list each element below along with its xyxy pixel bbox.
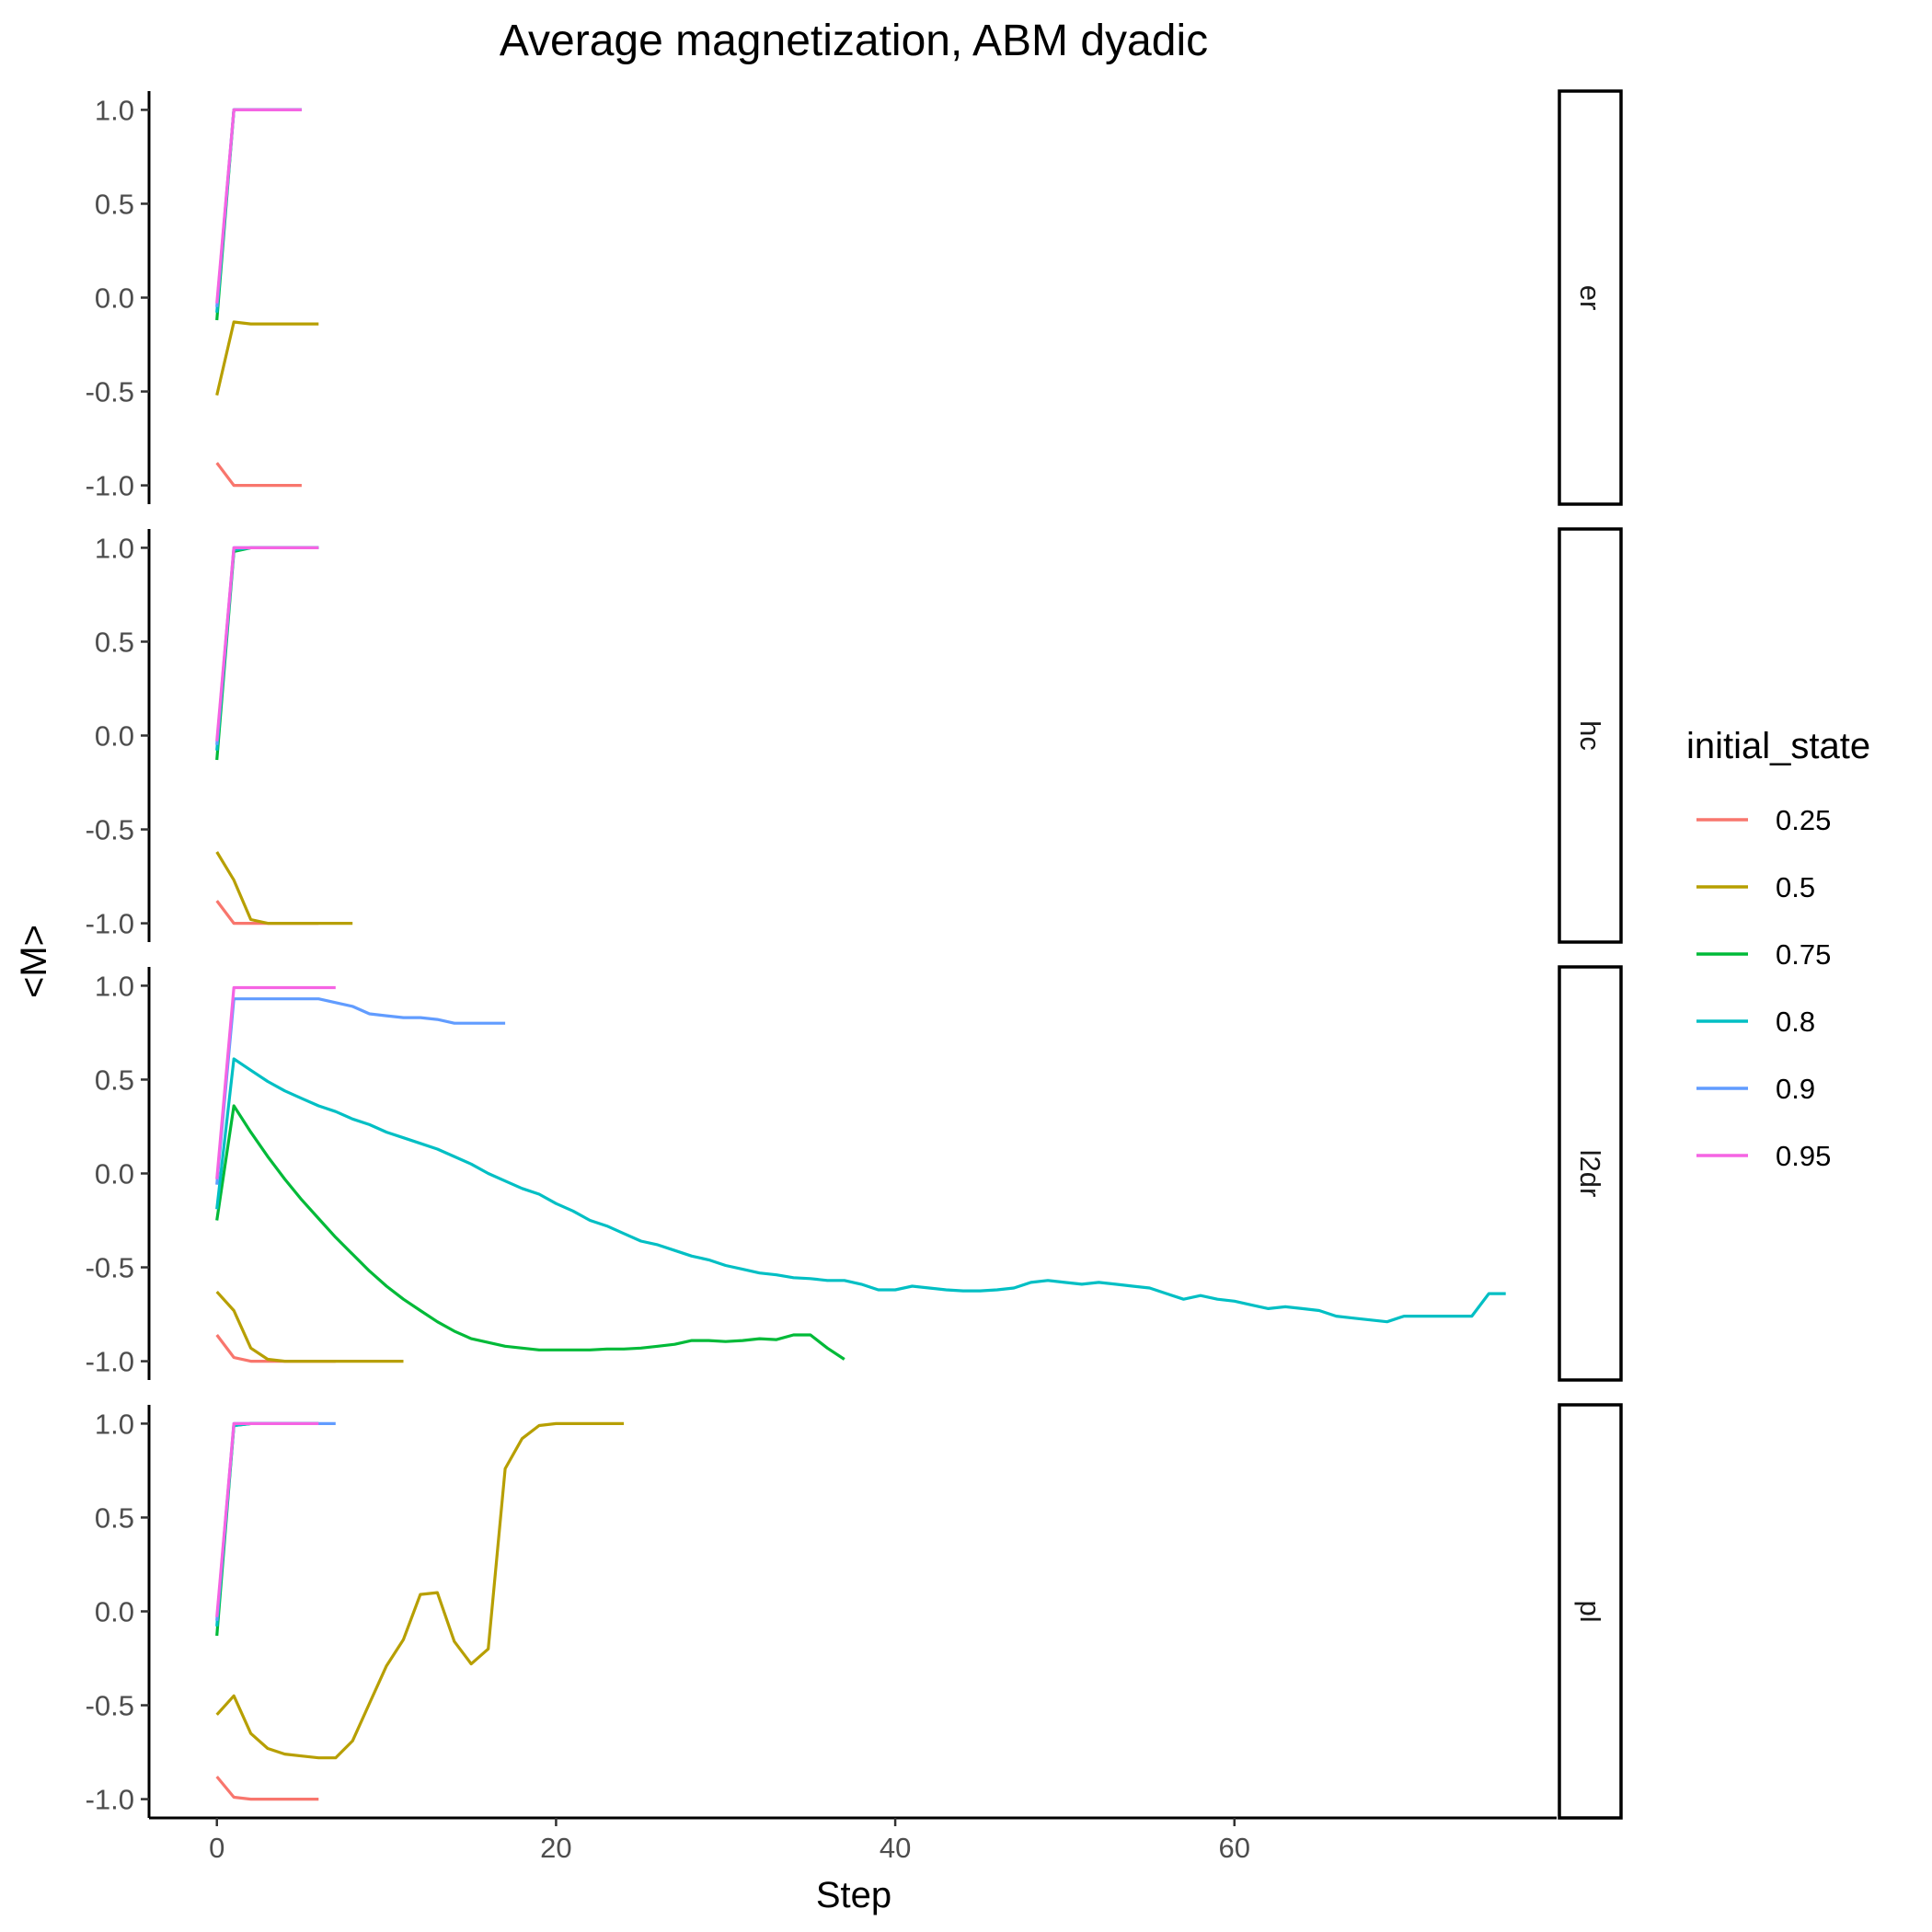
legend-label: 0.5 <box>1776 871 1815 903</box>
y-tick-label: 0.5 <box>95 1501 134 1534</box>
panels-group: 1.00.50.0-0.5-1.0er1.00.50.0-0.5-1.0hc1.… <box>86 89 1623 1820</box>
series-line-hc-0_95 <box>215 546 319 742</box>
series-line-pl-0_5 <box>215 1421 625 1760</box>
chart-title: Average magnetization, ABM dyadic <box>500 17 1208 65</box>
series-line-l2dr-0_8 <box>215 1057 1506 1324</box>
y-tick-label: 1.0 <box>95 970 134 1002</box>
panel-pl: 1.0 0.5 0.0 -0.5 -1.0 pl <box>86 1403 1623 1820</box>
panel-er: 1.0 0.5 0.0 -0.5 -1.0 er <box>86 89 1623 506</box>
x-tick-label: 0 <box>209 1832 224 1864</box>
y-tick-label: -0.5 <box>86 1690 134 1722</box>
y-tick-label: 0.5 <box>95 626 134 658</box>
y-tick-label: 1.0 <box>95 94 134 126</box>
x-tick-label: 40 <box>880 1832 911 1864</box>
y-axis-title: <M> <box>14 925 54 998</box>
y-tick-label: 0.0 <box>95 282 134 315</box>
series-line-er-0_9 <box>215 108 302 307</box>
series-line-hc-0_5 <box>215 851 353 926</box>
series-line-l2dr-0_25 <box>215 1334 336 1363</box>
series-line-l2dr-0_75 <box>215 1104 845 1361</box>
y-tick-label: -0.5 <box>86 814 134 846</box>
legend-label: 0.95 <box>1776 1140 1831 1172</box>
strip-box <box>1558 527 1623 944</box>
legend-label: 0.9 <box>1776 1073 1815 1105</box>
series-line-er-0_75 <box>215 108 302 321</box>
y-tick-label: 0.0 <box>95 720 134 753</box>
series-line-er-0_5 <box>215 320 319 396</box>
y-tick-label: -0.5 <box>86 376 134 408</box>
legend: initial_state 0.25 0.5 0.75 0.8 0.9 0.95 <box>1686 726 1870 1172</box>
strip-box <box>1558 89 1623 506</box>
strip-label-hc: hc <box>1574 720 1606 751</box>
y-tick-label: -1.0 <box>86 1784 134 1816</box>
y-tick-label: -1.0 <box>86 1346 134 1378</box>
series-line-l2dr-0_95 <box>215 985 336 1179</box>
y-tick-label: 0.5 <box>95 1064 134 1096</box>
legend-label: 0.8 <box>1776 1006 1815 1038</box>
series-line-pl-0_9 <box>215 1421 336 1621</box>
legend-label: 0.75 <box>1776 938 1831 971</box>
x-axis-title: Step <box>816 1875 891 1915</box>
y-tick-label: -1.0 <box>86 908 134 940</box>
strip-box <box>1558 1403 1623 1820</box>
series-line-er-0_95 <box>215 108 302 304</box>
y-tick-label: 1.0 <box>95 1408 134 1440</box>
series-line-er-0_25 <box>215 462 302 488</box>
strip-label-pl: pl <box>1574 1600 1606 1622</box>
y-tick-label: 0.0 <box>95 1596 134 1628</box>
x-axis: 0 20 40 60 <box>149 1816 1557 1864</box>
strip-box <box>1558 965 1623 1382</box>
strip-label-er: er <box>1574 285 1606 311</box>
y-tick-label: -0.5 <box>86 1252 134 1284</box>
y-tick-label: 0.0 <box>95 1158 134 1190</box>
series-line-hc-0_25 <box>215 900 319 926</box>
series-line-pl-0_25 <box>215 1776 319 1801</box>
y-tick-label: 0.5 <box>95 188 134 220</box>
series-line-pl-0_95 <box>215 1421 319 1617</box>
series-line-er-0_8 <box>215 108 302 313</box>
panel-hc: 1.0 0.5 0.0 -0.5 -1.0 hc <box>86 527 1623 944</box>
x-tick-label: 60 <box>1219 1832 1250 1864</box>
panel-l2dr: 1.0 0.5 0.0 -0.5 -1.0 l2dr <box>86 965 1623 1382</box>
series-line-l2dr-0_9 <box>215 997 506 1185</box>
y-tick-label: 1.0 <box>95 532 134 564</box>
legend-title: initial_state <box>1686 726 1870 766</box>
y-tick-label: -1.0 <box>86 470 134 502</box>
strip-label-l2dr: l2dr <box>1574 1150 1606 1198</box>
x-tick-label: 20 <box>540 1832 571 1864</box>
legend-entries: 0.25 0.5 0.75 0.8 0.9 0.95 <box>1696 804 1831 1172</box>
series-line-l2dr-0_5 <box>215 1291 404 1363</box>
legend-label: 0.25 <box>1776 804 1831 836</box>
